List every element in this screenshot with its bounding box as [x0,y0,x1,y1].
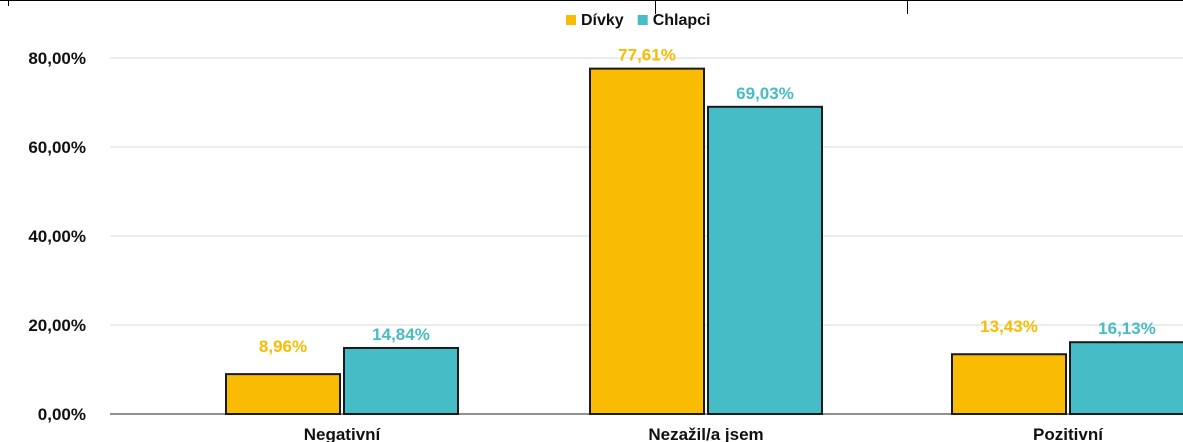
bar-divky [225,373,341,415]
y-tick-label: 20,00% [28,316,86,335]
data-label: 13,43% [980,317,1038,336]
data-label: 14,84% [372,325,430,344]
legend-label: Chlapci [653,12,711,29]
data-label: 8,96% [259,337,307,356]
data-label: 16,13% [1098,319,1156,338]
data-label: 77,61% [618,46,676,65]
legend-swatch [637,15,648,25]
data-labels: 8,96% 14,84% 77,61% 69,03% 13,43% 16,13% [259,46,1156,356]
y-tick-label: 0,00% [38,405,86,424]
category-label: Pozitivní [1033,425,1104,442]
bars [225,67,1183,416]
y-axis-ticks: 0,00% 20,00% 40,00% 60,00% 80,00% [28,49,86,424]
bar-divky [589,67,705,415]
y-tick-label: 40,00% [28,227,86,246]
y-tick-label: 80,00% [28,49,86,68]
bar-chlapci [707,105,823,415]
bar-chlapci [1069,341,1183,415]
legend-swatch [566,15,576,25]
legend-label: Dívky [581,12,624,29]
y-tick-label: 60,00% [28,138,86,157]
category-label: Nezažil/a jsem [648,425,763,442]
data-label: 69,03% [736,84,794,103]
bar-divky [951,353,1067,416]
bar-chlapci [343,346,459,416]
legend: Dívky Chlapci [566,12,711,29]
category-label: Negativní [304,425,382,442]
x-axis-categories: Negativní Nezažil/a jsem Pozitivní [304,425,1104,442]
top-frame [0,0,1183,14]
